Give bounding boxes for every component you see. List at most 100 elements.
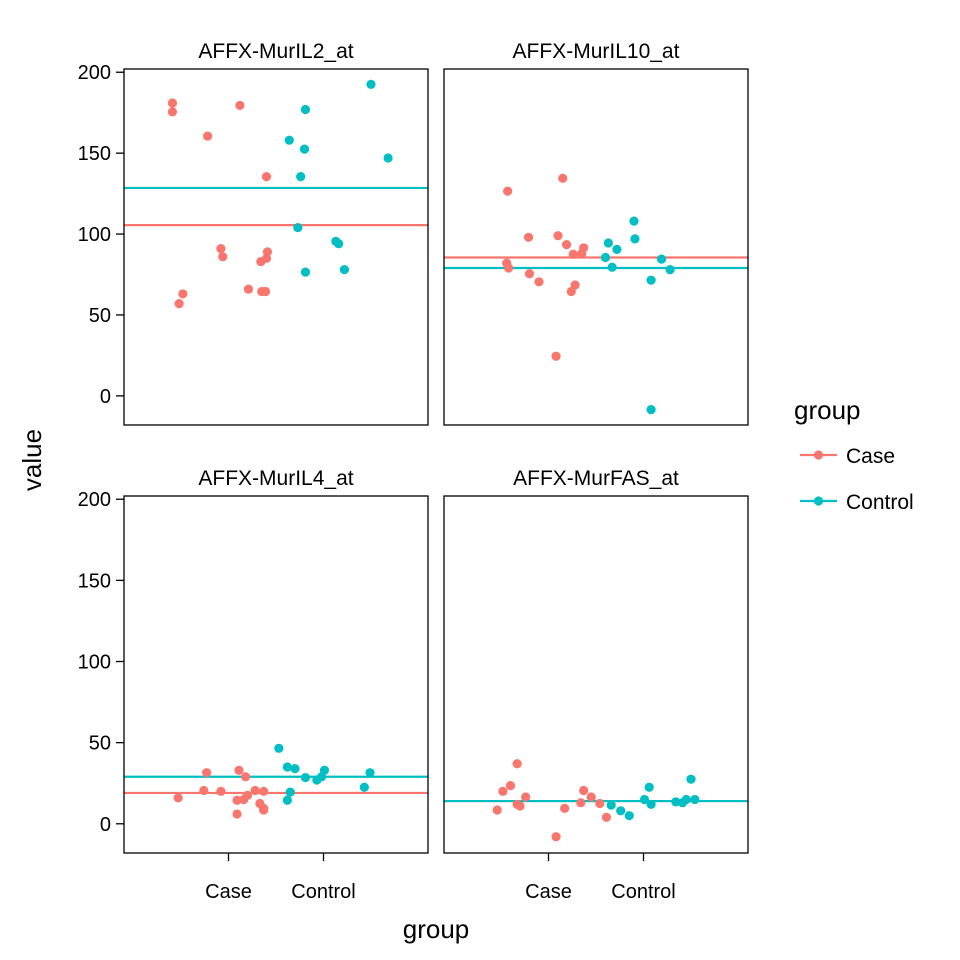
data-point-case xyxy=(241,772,251,782)
data-point-control xyxy=(607,262,617,272)
data-point-control xyxy=(334,239,344,249)
data-point-case xyxy=(242,790,253,800)
data-point-case xyxy=(259,805,269,815)
panel-border xyxy=(443,495,749,854)
data-point-case xyxy=(551,351,561,361)
y-tick-label: 50 xyxy=(89,305,111,327)
data-point-case xyxy=(553,231,563,241)
facet-title: AFFX-MurIL2_at xyxy=(198,40,353,63)
data-point-case xyxy=(560,803,570,813)
data-point-case xyxy=(579,243,589,253)
data-point-control xyxy=(639,794,650,805)
y-tick-label: 100 xyxy=(78,224,111,246)
data-point-case xyxy=(216,786,226,796)
data-point-case xyxy=(586,792,596,802)
data-point-control xyxy=(656,254,667,264)
facet-title: AFFX-MurFAS_at xyxy=(513,467,679,490)
data-point-case xyxy=(167,98,178,108)
data-point-control xyxy=(300,267,311,277)
data-point-control xyxy=(284,135,294,145)
data-point-control xyxy=(630,234,640,244)
data-point-case xyxy=(262,247,273,257)
y-tick-label: 100 xyxy=(78,652,111,674)
data-point-case xyxy=(524,269,535,279)
facet-panel: AFFX-MurFAS_at Case Control xyxy=(443,467,749,903)
data-point-control xyxy=(299,144,310,154)
data-point-control xyxy=(681,794,691,805)
data-point-case xyxy=(203,131,213,141)
data-point-case xyxy=(199,785,209,796)
x-tick-label: Control xyxy=(611,881,675,903)
data-point-control xyxy=(690,794,700,805)
x-tick-label: Case xyxy=(205,881,252,903)
data-point-case xyxy=(259,786,269,796)
data-point-case xyxy=(243,284,254,294)
y-tick-label: 200 xyxy=(78,62,111,84)
data-point-case xyxy=(601,812,612,822)
data-point-control xyxy=(646,275,656,285)
legend: group Case Control xyxy=(794,395,914,514)
data-point-case xyxy=(174,299,184,309)
facet-panel: AFFX-MurIL4_at 0 50 100 150 200 Case Control xyxy=(78,467,429,903)
data-point-case xyxy=(218,252,228,262)
data-point-control xyxy=(383,153,393,163)
data-point-case xyxy=(167,107,178,117)
y-tick-label: 0 xyxy=(100,814,111,836)
data-point-case xyxy=(178,289,188,299)
x-tick-label: Case xyxy=(525,881,572,903)
data-point-control xyxy=(300,772,311,783)
data-point-control xyxy=(285,787,295,797)
data-point-control xyxy=(646,405,656,415)
data-point-control xyxy=(624,811,634,821)
data-point-case xyxy=(234,765,244,775)
data-point-control xyxy=(366,79,376,89)
data-point-control xyxy=(300,104,311,115)
legend-entry-control: Control xyxy=(800,491,914,514)
data-point-case xyxy=(235,100,245,111)
data-point-control xyxy=(365,768,375,778)
facet-title: AFFX-MurIL4_at xyxy=(198,467,353,490)
data-point-control xyxy=(600,252,611,263)
data-point-control xyxy=(319,765,330,775)
data-point-control xyxy=(359,782,369,792)
data-point-case xyxy=(260,286,271,297)
data-point-control xyxy=(612,244,622,255)
data-point-case xyxy=(558,173,568,183)
legend-title: group xyxy=(794,395,861,425)
data-point-case xyxy=(521,792,531,802)
data-point-case xyxy=(551,832,561,842)
data-point-control xyxy=(606,800,616,810)
data-point-case xyxy=(498,786,508,796)
legend-label: Control xyxy=(846,491,914,514)
data-point-case xyxy=(202,768,212,778)
y-tick-label: 150 xyxy=(78,143,111,165)
data-point-case xyxy=(561,239,572,250)
y-tick-label: 150 xyxy=(78,570,111,592)
data-point-case xyxy=(505,781,516,791)
x-axis-title: group xyxy=(403,914,470,944)
data-point-case xyxy=(492,805,502,815)
data-point-case xyxy=(579,785,589,796)
facet-panels: AFFX-MurIL2_at 0 50 100 150 200 AFFX-MurIL10_a… xyxy=(78,40,749,903)
data-point-control xyxy=(282,795,292,805)
y-tick-label: 200 xyxy=(78,489,111,511)
data-point-case xyxy=(523,232,534,242)
facet-title: AFFX-MurIL10_at xyxy=(513,40,680,63)
data-point-case xyxy=(570,280,580,290)
data-point-case xyxy=(250,785,260,796)
data-point-control xyxy=(293,222,303,233)
legend-label: Case xyxy=(846,445,895,468)
y-tick-label: 0 xyxy=(100,386,111,408)
data-point-control xyxy=(290,764,300,774)
data-point-control xyxy=(686,774,696,784)
data-point-control xyxy=(665,265,675,275)
data-point-control xyxy=(282,762,292,772)
data-point-control xyxy=(296,172,306,182)
data-point-case xyxy=(568,249,578,259)
data-point-control xyxy=(616,806,626,816)
data-point-case xyxy=(216,244,226,254)
data-point-case xyxy=(503,186,513,196)
data-point-control xyxy=(339,265,349,275)
data-point-case xyxy=(232,809,242,819)
data-point-control xyxy=(646,799,656,809)
